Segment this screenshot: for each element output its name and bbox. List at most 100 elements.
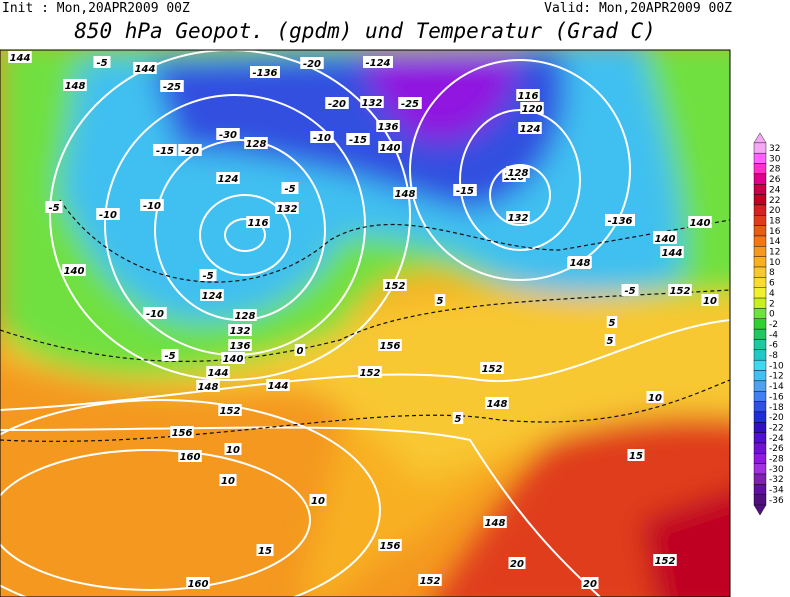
contour-label: -20 [328, 99, 346, 110]
label-box [63, 79, 87, 91]
contour-label: 140 [655, 234, 676, 245]
label-box [346, 133, 370, 145]
contour-label: 15 [258, 546, 272, 557]
label-box [376, 120, 400, 132]
label-box [228, 324, 252, 336]
colorbar-swatch [753, 359, 767, 371]
label-box [309, 494, 327, 506]
label-box [378, 539, 402, 551]
colorbar-label: -10 [769, 361, 784, 371]
colorbar-label: -36 [769, 496, 784, 506]
contour-label: 144 [135, 64, 156, 75]
contour-label: 148 [485, 518, 506, 529]
contour-label: 144 [10, 53, 31, 64]
contour-label: 10 [648, 393, 662, 404]
label-box [605, 214, 635, 226]
label-box [653, 554, 677, 566]
contour-label: 124 [520, 124, 541, 135]
colorbar-label: -16 [769, 392, 784, 402]
contour-label: 152 [482, 364, 503, 375]
contour-label: 140 [380, 143, 401, 154]
contour-label: 10 [311, 496, 325, 507]
colorbar-swatch [753, 411, 767, 423]
label-box [393, 187, 417, 199]
colorbar-swatch [753, 432, 767, 444]
label-box [660, 246, 684, 258]
colorbar-swatch [753, 246, 767, 257]
colorbar-swatch [753, 215, 767, 226]
label-box [452, 412, 464, 424]
label-box [219, 474, 237, 486]
map-frame [0, 49, 731, 597]
geopotential-contours [0, 50, 730, 597]
colorbar-label: -20 [769, 413, 784, 423]
label-box [275, 202, 299, 214]
contour-label: 116 [518, 91, 539, 102]
contour-label: 10 [221, 476, 235, 487]
contour-label: 128 [508, 168, 529, 179]
label-box [133, 62, 157, 74]
contour-label: 160 [180, 452, 201, 463]
label-box [250, 66, 280, 78]
contour-label: 10 [703, 296, 717, 307]
label-box [520, 102, 544, 114]
label-box [170, 426, 194, 438]
label-box [256, 544, 274, 556]
contour-label: 20 [583, 579, 597, 590]
colorbar-label: -2 [769, 320, 778, 330]
contour-label: -30 [219, 130, 237, 141]
colorbar-label: -4 [769, 330, 778, 340]
contour-label: 144 [662, 248, 683, 259]
label-box [453, 184, 477, 196]
label-box [178, 450, 202, 462]
colorbar-swatch [753, 422, 767, 433]
colorbar-label: -8 [769, 351, 778, 361]
contour-label: 10 [226, 445, 240, 456]
contour-label: 148 [487, 399, 508, 410]
label-box [506, 166, 530, 178]
contour-label: -136 [252, 68, 277, 79]
label-box [518, 122, 542, 134]
label-box [218, 404, 242, 416]
contour-label: 20 [510, 559, 524, 570]
map-title: 850 hPa Geopot. (gpdm) und Temperatur (G… [74, 19, 656, 43]
label-box [606, 316, 618, 328]
colorbar-swatch [753, 391, 767, 402]
colorbar-label: 10 [769, 258, 781, 268]
contour-label: 152 [670, 286, 691, 297]
valid-time: Valid: Mon,20APR2009 00Z [544, 1, 732, 16]
colorbar-label: 2 [769, 299, 775, 309]
contour-label: 152 [655, 556, 676, 567]
label-box [358, 366, 382, 378]
label-box [143, 307, 167, 319]
contour-label: -124 [365, 58, 390, 69]
contour-label: 148 [395, 189, 416, 200]
label-box [45, 201, 63, 213]
colorbar-label: -32 [769, 475, 784, 485]
label-box [688, 216, 712, 228]
map: 144 -5 144 148 -25 -136 -20 -124 116 120 -25 -20 132… [0, 50, 730, 597]
contour-label: -5 [96, 58, 107, 69]
label-box [516, 89, 540, 101]
contour-label: 148 [198, 382, 219, 393]
contour-label: -136 [607, 216, 632, 227]
label-box [244, 137, 268, 149]
colorbar-label: 6 [769, 279, 775, 289]
colorbar-swatch [753, 442, 767, 454]
contour-label: 132 [230, 326, 251, 337]
label-box [434, 294, 446, 306]
contour-label: 5 [609, 318, 616, 329]
label-box [581, 577, 599, 589]
colorbar-label: 16 [769, 227, 781, 237]
label-box [480, 362, 504, 374]
label-box [8, 51, 32, 63]
label-box [325, 97, 349, 109]
label-box [294, 344, 306, 356]
contour-label: -5 [202, 271, 213, 282]
contour-label: -5 [164, 351, 175, 362]
colorbar-label: -18 [769, 403, 784, 413]
contour-label: 132 [508, 213, 529, 224]
label-box [199, 269, 217, 281]
contour-label: 128 [235, 311, 256, 322]
